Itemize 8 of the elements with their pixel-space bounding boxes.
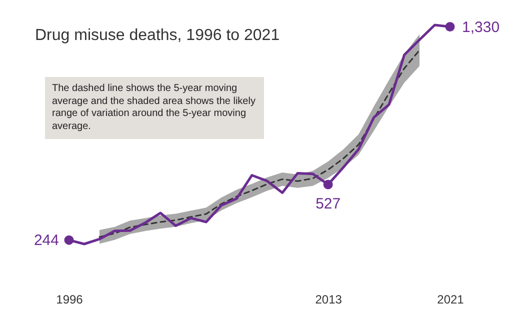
data-label: 244: [34, 232, 59, 250]
x-tick-label: 1996: [56, 292, 84, 306]
x-tick-label: 2021: [437, 292, 464, 306]
x-tick-label: 2013: [315, 292, 342, 306]
annotation: The dashed line shows the 5-year moving average and the shaded area shows the likely range of variation around the 5-year moving average.: [45, 77, 264, 139]
data-label: 527: [316, 195, 341, 212]
chart-title: Drug misuse deaths, 1996 to 2021: [35, 27, 280, 45]
data-label: 1,330: [462, 18, 500, 36]
